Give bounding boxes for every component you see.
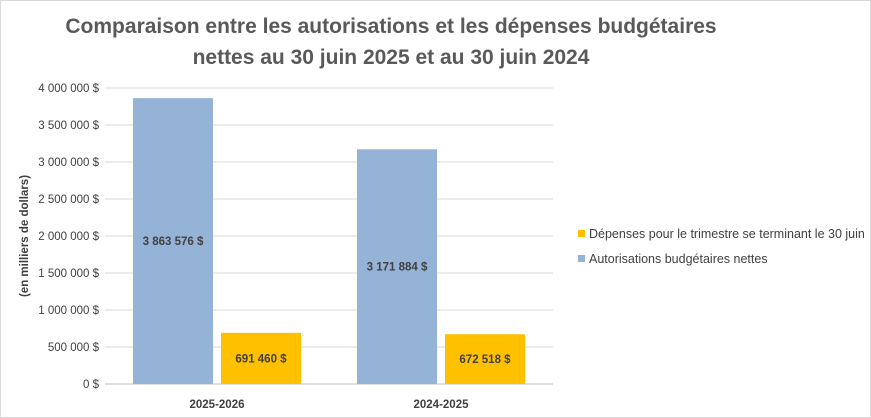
x-category-label: 2024-2025 (414, 399, 470, 411)
y-axis-title: (en milliers de dollars) (19, 175, 31, 297)
y-tick-label: 2 500 000 $ (38, 194, 99, 206)
bar-depenses-2025-2026 (221, 332, 301, 384)
y-tick-label: 2 000 000 $ (38, 231, 99, 243)
data-label-autorisations-2024-2025: 3 171 884 $ (367, 262, 428, 274)
data-label-autorisations-2025-2026: 3 863 576 $ (143, 236, 204, 248)
chart-title: Comparaison entre les autorisations et l… (31, 11, 751, 73)
y-tick-label: 4 000 000 $ (38, 83, 99, 95)
y-tick-label: 3 500 000 $ (38, 120, 99, 132)
y-tick-label: 1 000 000 $ (38, 305, 99, 317)
x-category-label: 2025-2026 (190, 399, 245, 411)
bar-autorisations-2025-2026 (133, 98, 213, 385)
chart-title-line-2: nettes au 30 juin 2025 et au 30 juin 202… (192, 46, 590, 69)
legend-item-depenses: Dépenses pour le trimestre se terminant … (578, 221, 865, 246)
y-tick-label: 3 000 000 $ (38, 157, 99, 169)
data-label-depenses-2025-2026: 691 460 $ (235, 353, 287, 365)
data-label-depenses-2024-2025: 672 518 $ (459, 354, 511, 366)
bar-depenses-2024-2025 (445, 334, 525, 384)
legend-label-depenses: Dépenses pour le trimestre se terminant … (589, 226, 865, 241)
y-tick-label: 0 $ (83, 379, 100, 391)
legend-label-autorisations: Autorisations budgétaires nettes (589, 251, 768, 266)
chart-title-line-1: Comparaison entre les autorisations et l… (65, 15, 717, 38)
legend: Dépenses pour le trimestre se terminant … (578, 221, 865, 271)
bar-autorisations-2024-2025 (357, 149, 437, 384)
legend-swatch-depenses (578, 230, 585, 237)
y-tick-label: 500 000 $ (48, 342, 100, 354)
legend-item-autorisations: Autorisations budgétaires nettes (578, 246, 865, 271)
y-tick-label: 1 500 000 $ (38, 268, 99, 280)
legend-swatch-autorisations (578, 255, 585, 262)
